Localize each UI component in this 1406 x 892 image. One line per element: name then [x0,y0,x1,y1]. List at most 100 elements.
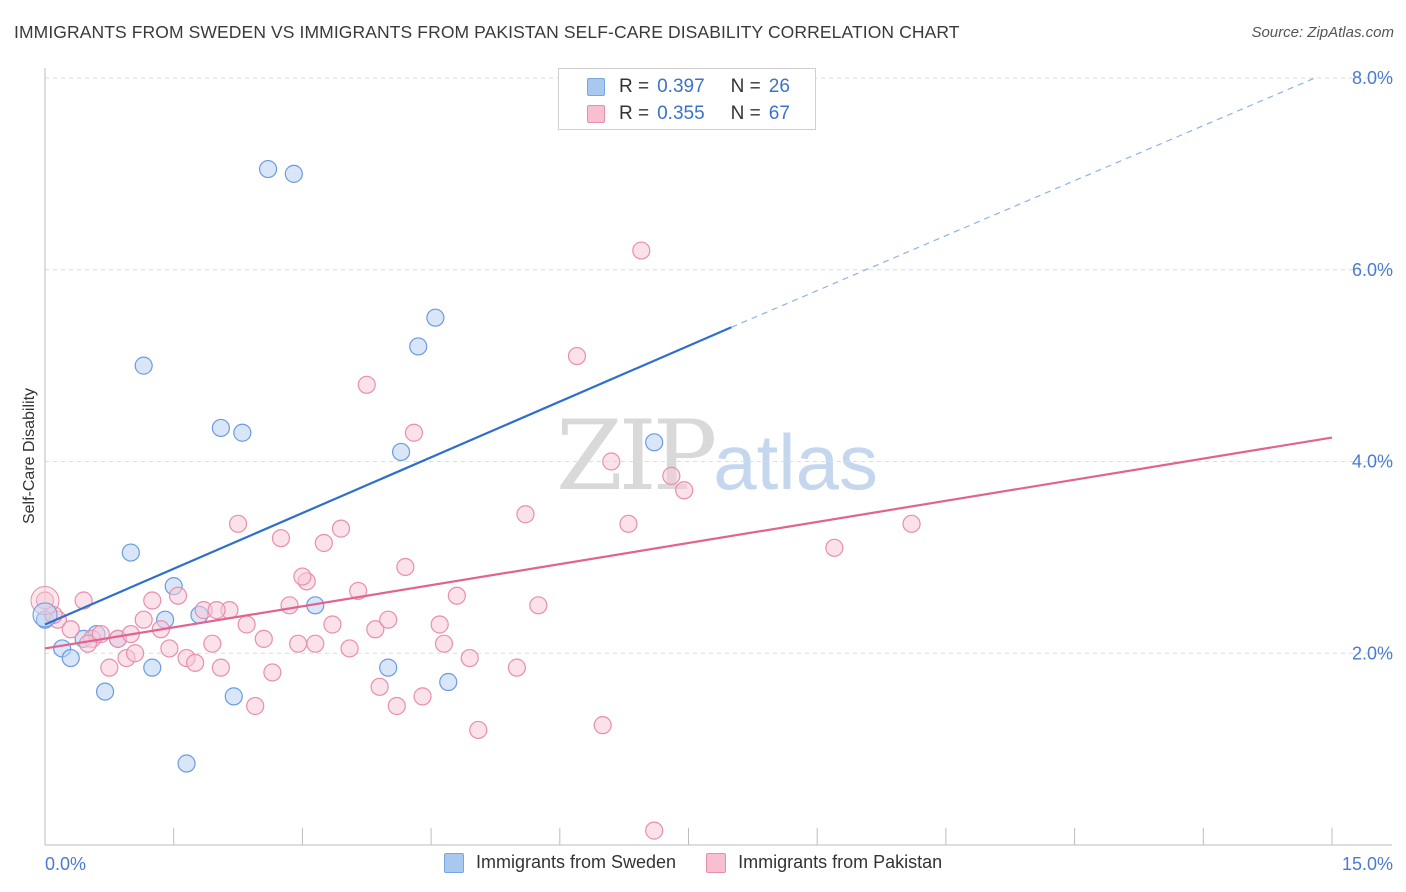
data-point-pakistan [529,596,548,615]
legend-r-label: R = [619,103,650,124]
data-point-pakistan [593,716,612,735]
data-point-pakistan [366,620,385,639]
data-point-pakistan [186,653,205,672]
data-point-pakistan [430,615,449,634]
series-legend: Immigrants from Sweden Immigrants from P… [444,852,972,873]
y-tick-label: 4.0% [1352,452,1393,472]
source-label: Source: ZipAtlas.com [1251,24,1394,41]
data-point-pakistan [289,634,308,653]
data-point-pakistan [134,610,153,629]
data-point-pakistan [413,687,432,706]
data-point-pakistan [280,596,299,615]
y-tick-label: 8.0% [1352,68,1393,88]
data-point-pakistan [340,639,359,658]
data-point-pakistan [331,519,351,538]
data-point-pakistan [357,375,376,394]
data-point-pakistan [675,481,694,500]
data-point-pakistan [460,648,479,668]
data-point-pakistan [323,615,342,634]
data-point-sweden [379,658,398,677]
data-point-sweden [409,337,428,356]
legend-item-pakistan: Immigrants from Pakistan [706,852,942,873]
data-point-sweden [426,308,445,327]
data-point-pakistan [263,663,282,682]
data-point-pakistan [662,466,681,485]
data-point-sweden [143,658,162,677]
legend-swatch-pakistan [587,105,605,123]
data-point-pakistan [125,644,145,663]
legend-item-sweden: Immigrants from Sweden [444,852,676,873]
correlation-legend: R = 0.397 N = 26 R = 0.355 N = 67 [558,68,816,130]
data-point-pakistan [211,658,230,677]
data-point-pakistan [293,567,312,586]
y-tick-label: 2.0% [1352,643,1393,663]
data-point-pakistan [434,634,454,653]
data-point-pakistan [168,586,188,605]
x-tick-label: 15.0% [1342,854,1393,874]
data-point-pakistan [825,538,844,557]
data-point-pakistan [619,514,638,533]
data-point-pakistan [602,452,621,471]
data-point-pakistan [74,591,93,610]
watermark-atlas: atlas [713,418,878,506]
data-point-pakistan [30,586,60,616]
x-tick-label: 0.0% [45,854,86,874]
data-point-pakistan [254,629,273,648]
data-point-pakistan [160,639,179,658]
legend-swatch-sweden [444,852,464,873]
legend-r-value: 0.355 [657,103,705,124]
data-point-pakistan [379,610,398,629]
data-point-sweden [391,442,411,462]
data-point-pakistan [100,658,119,677]
data-point-pakistan [645,821,664,840]
data-point-pakistan [228,514,248,533]
data-point-pakistan [271,529,291,548]
trend-line-pakistan [44,436,1333,650]
data-point-sweden [95,682,115,701]
legend-r-value: 0.397 [657,76,705,97]
data-point-sweden [211,418,230,438]
data-point-pakistan [237,615,256,634]
data-point-sweden [134,356,153,375]
y-axis-label: Self-Care Disability [21,388,38,524]
data-point-pakistan [207,601,226,620]
legend-n-value: 67 [768,103,790,124]
data-point-pakistan [314,533,333,553]
legend-label-sweden: Immigrants from Sweden [476,852,677,872]
data-point-pakistan [143,591,162,610]
data-point-sweden [284,164,303,183]
data-point-pakistan [632,241,651,260]
data-point-pakistan [61,620,80,639]
data-point-sweden [121,543,140,562]
data-point-pakistan [35,591,55,610]
data-point-pakistan [902,514,921,533]
data-point-pakistan [469,720,488,740]
data-point-pakistan [306,634,325,653]
data-point-sweden [645,433,664,452]
y-tick-label: 6.0% [1352,260,1393,280]
data-point-pakistan [349,581,368,601]
data-point-pakistan [370,677,389,696]
data-point-sweden [224,687,243,706]
data-point-pakistan [404,423,424,442]
data-point-sweden [233,423,252,442]
legend-row-sweden: R = 0.397 N = 26 [587,75,790,99]
data-point-pakistan [396,557,415,577]
data-point-pakistan [567,346,587,366]
data-point-pakistan [203,634,222,653]
legend-r-label: R = [619,76,650,97]
legend-swatch-sweden [587,78,605,96]
legend-swatch-pakistan [706,852,727,873]
data-point-pakistan [387,696,406,716]
chart-title: IMMIGRANTS FROM SWEDEN VS IMMIGRANTS FRO… [14,22,960,42]
data-point-pakistan [78,634,98,653]
trend-line-sweden-extension [731,77,1316,328]
legend-n-label: N = [730,103,761,124]
data-point-pakistan [246,696,265,716]
legend-n-value: 26 [768,76,790,97]
data-point-sweden [177,754,196,773]
legend-row-pakistan: R = 0.355 N = 67 [587,102,790,126]
data-point-sweden [439,672,458,692]
data-point-sweden [258,159,278,179]
